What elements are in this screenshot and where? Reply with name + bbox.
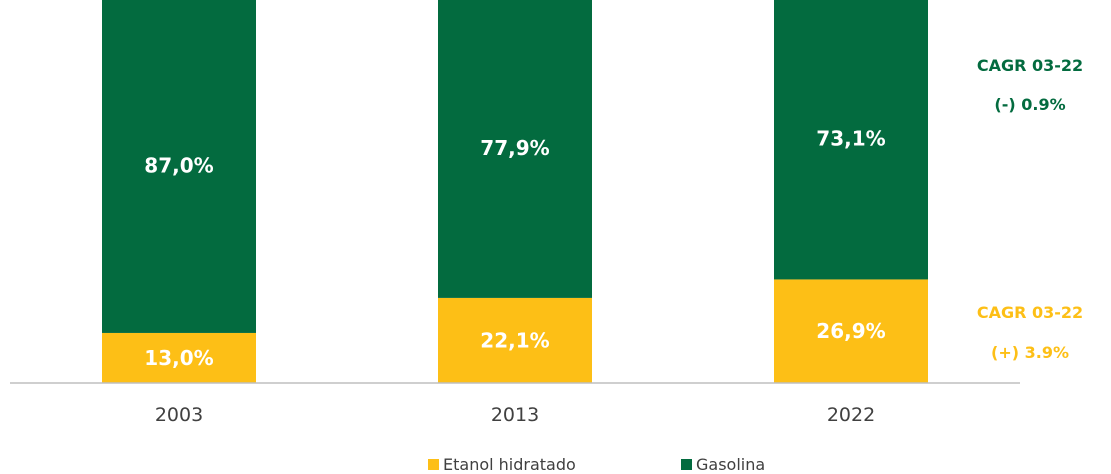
bar-gasolina-2013	[438, 0, 592, 298]
data-labels-layer: 13,0% 87,0% 22,1% 77,9% 26,9% 73,1%	[144, 127, 885, 370]
etanol-cagr-title: CAGR 03-22	[977, 303, 1083, 322]
etanol-cagr-value: (+) 3.9%	[991, 343, 1069, 362]
data-label-gasolina-2013: 77,9%	[480, 136, 549, 160]
data-label-etanol-2003: 13,0%	[144, 346, 213, 370]
x-tick-labels: 2003 2013 2022	[155, 404, 875, 426]
bar-gasolina-2022	[774, 0, 928, 280]
data-label-gasolina-2003: 87,0%	[144, 153, 213, 177]
gasolina-cagr-annotation: CAGR 03-22 (-) 0.9%	[977, 56, 1083, 114]
x-tick-label-2013: 2013	[491, 404, 539, 426]
legend: Etanol hidratado Gasolina	[428, 455, 765, 474]
bar-etanol-2013	[438, 297, 592, 383]
data-label-etanol-2013: 22,1%	[480, 328, 549, 352]
data-label-etanol-2022: 26,9%	[816, 319, 885, 343]
x-tick-label-2022: 2022	[827, 404, 875, 426]
legend-label-etanol: Etanol hidratado	[443, 455, 576, 474]
bar-etanol-2022	[774, 279, 928, 383]
gasolina-cagr-title: CAGR 03-22	[977, 56, 1083, 75]
etanol-cagr-annotation: CAGR 03-22 (+) 3.9%	[977, 303, 1083, 362]
gasolina-cagr-value: (-) 0.9%	[994, 95, 1065, 114]
legend-swatch-etanol	[428, 459, 439, 470]
legend-swatch-gasolina	[681, 459, 692, 470]
bar-gasolina-2003	[102, 0, 256, 333]
bars-layer	[102, 0, 928, 383]
legend-label-gasolina: Gasolina	[696, 455, 765, 474]
bar-etanol-2003	[102, 332, 256, 383]
data-label-gasolina-2022: 73,1%	[816, 127, 885, 151]
x-tick-label-2003: 2003	[155, 404, 203, 426]
